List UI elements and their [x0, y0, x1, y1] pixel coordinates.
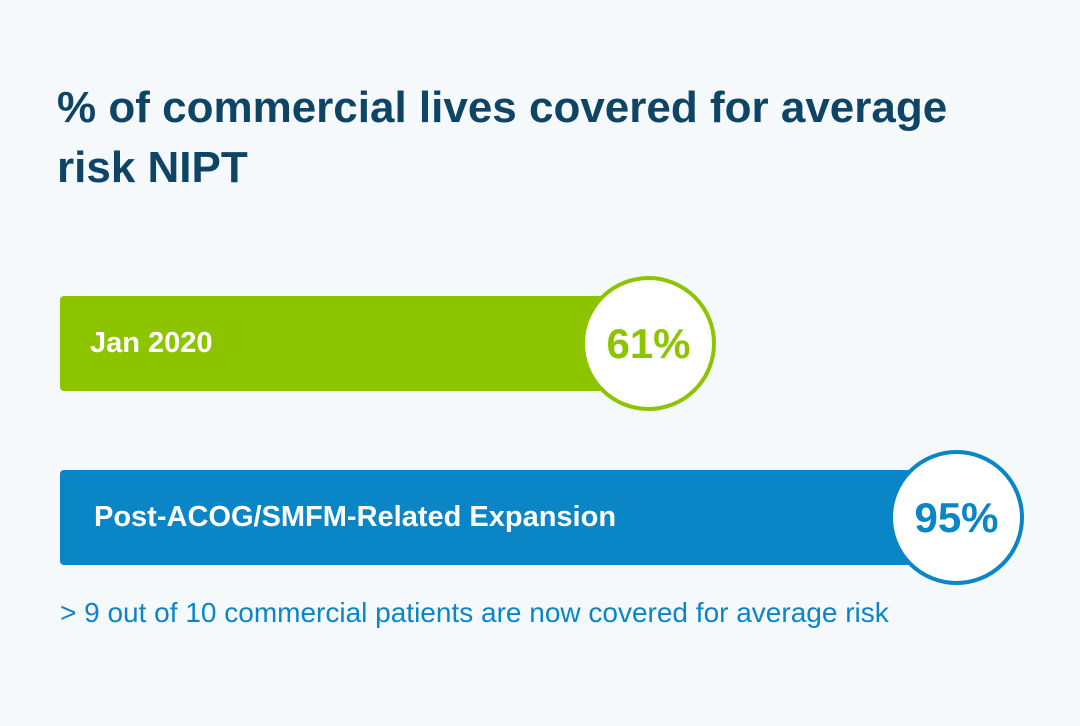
value-bubble-post-expansion: 95% — [889, 450, 1024, 585]
chart-title: % of commercial lives covered for averag… — [57, 83, 948, 192]
bar-jan-2020 — [60, 296, 611, 391]
value-label-post-expansion: 95% — [914, 493, 999, 541]
value-bubble-jan-2020: 61% — [581, 276, 716, 411]
bar-post-expansion — [60, 470, 919, 565]
footnote: > 9 out of 10 commercial patients are no… — [60, 597, 889, 628]
bar-label-jan-2020: Jan 2020 — [90, 327, 213, 359]
value-label-jan-2020: 61% — [606, 319, 691, 367]
bar-label-post-expansion: Post-ACOG/SMFM-Related Expansion — [94, 501, 617, 533]
